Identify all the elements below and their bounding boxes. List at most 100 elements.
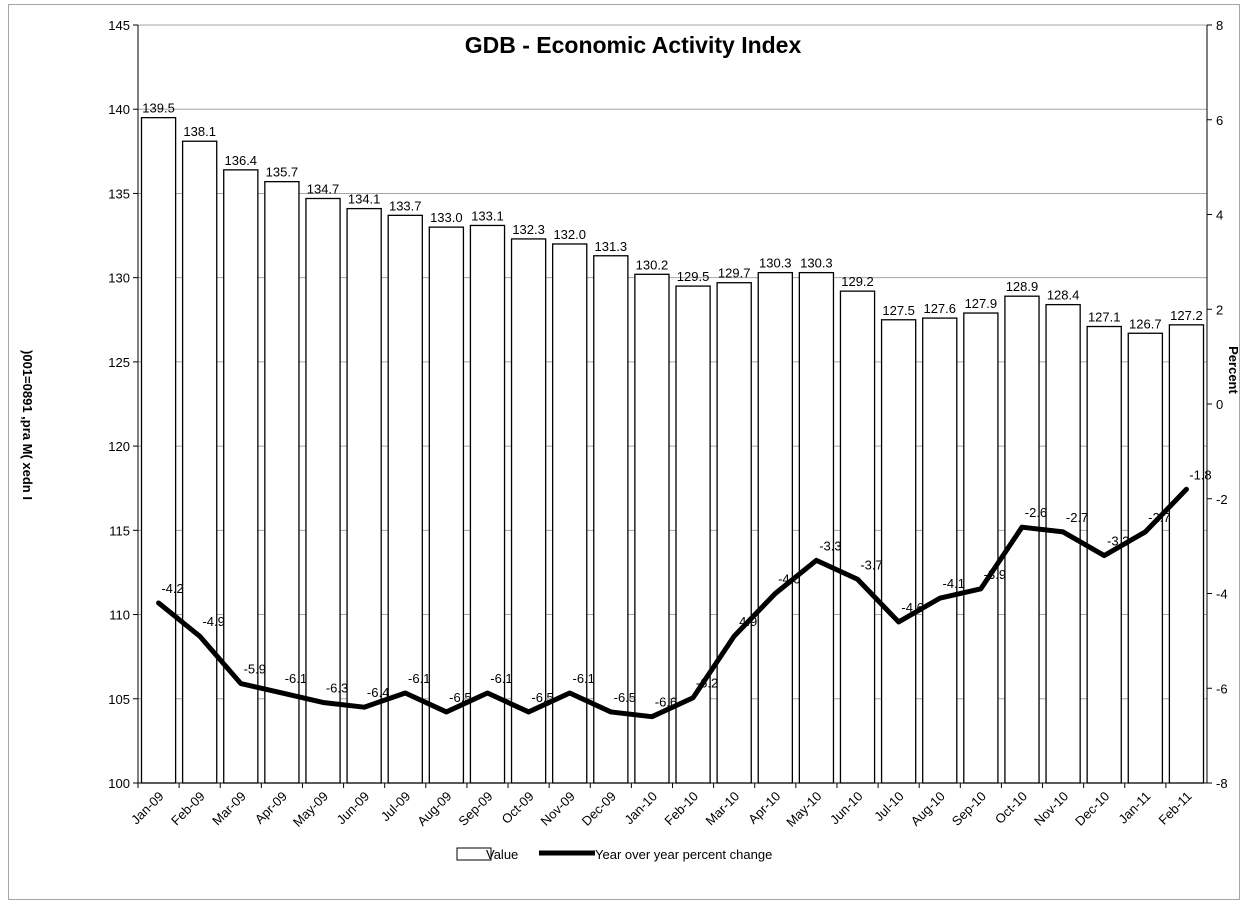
y-tick-label: 120 xyxy=(108,439,130,454)
bar xyxy=(1045,303,1081,784)
y2-tick-label: -8 xyxy=(1216,776,1228,791)
bar xyxy=(510,238,547,784)
line-point xyxy=(650,715,654,719)
bar xyxy=(181,140,218,784)
bar xyxy=(880,319,917,784)
line-point xyxy=(732,634,736,638)
bar-value-label: 133.0 xyxy=(430,210,463,225)
line-value-label: 4.9 xyxy=(739,614,757,629)
bar-value-label: 128.4 xyxy=(1047,288,1080,303)
x-tick-label: Feb-11 xyxy=(1156,789,1195,828)
yoy-change-line xyxy=(156,486,1189,720)
data-labels: 139.5 138.1 136.4 135.7 134.7 134.1 133.7 133.0… xyxy=(142,101,1211,710)
x-tick-label: Jul-10 xyxy=(871,789,907,825)
line-value-label: -3.7 xyxy=(860,557,882,572)
x-tick-label: Dec-10 xyxy=(1072,789,1112,829)
chart-svg: 100 105 110 115 120 125 130 135 140 145 -8 -6 -4 -2 0 2… xyxy=(20,18,1241,862)
x-tick-label: Jun-10 xyxy=(827,789,866,828)
bar-value-label: 138.1 xyxy=(183,124,216,139)
y2-tick-label: -4 xyxy=(1216,587,1228,602)
bar xyxy=(1004,295,1040,784)
bar-value-label: 127.5 xyxy=(882,303,915,318)
bar-value-label: 134.1 xyxy=(348,192,381,207)
line-value-label: -6.6 xyxy=(655,695,677,710)
x-tick-label: Feb-09 xyxy=(168,789,208,829)
bar-value-label: 131.3 xyxy=(595,239,628,254)
bar-value-label: 133.7 xyxy=(389,198,422,213)
bar xyxy=(346,207,382,784)
y2-axis-title: Percent xyxy=(1226,346,1241,394)
line-point xyxy=(897,620,901,624)
y2-tick-label: 4 xyxy=(1216,208,1223,223)
bar-value-label: 129.7 xyxy=(718,266,751,281)
x-tick-label: Sep-09 xyxy=(455,789,495,829)
line-point xyxy=(691,696,695,700)
y-axis-title: )001=0891 ,pra M( xedn I xyxy=(20,350,35,500)
line-series xyxy=(156,486,1189,720)
line-value-label: -4.0 xyxy=(778,572,800,587)
line-value-label: -2.6 xyxy=(1025,505,1047,520)
bar xyxy=(264,181,300,784)
bar-value-label: 130.2 xyxy=(636,257,669,272)
line-value-label: -6.1 xyxy=(285,671,307,686)
line-point xyxy=(321,700,325,704)
chart-frame: 100 105 110 115 120 125 130 135 140 145 -8 -6 -4 -2 0 2… xyxy=(8,4,1241,900)
x-tick-label: May-09 xyxy=(290,789,331,830)
x-tick-label: Oct-10 xyxy=(992,789,1030,827)
bar xyxy=(593,255,629,784)
bar xyxy=(839,290,876,784)
line-value-label: -6.1 xyxy=(490,671,512,686)
y-tick-label: 115 xyxy=(109,523,130,538)
line-point xyxy=(157,601,161,605)
y2-tick-label: 8 xyxy=(1216,18,1223,33)
x-tick-label: Jun-09 xyxy=(334,789,373,828)
line-point xyxy=(773,592,777,595)
bar xyxy=(716,282,752,784)
x-tick-label: Mar-09 xyxy=(209,789,249,829)
y2-tick-label: -2 xyxy=(1216,492,1228,507)
line-value-label: -6.5 xyxy=(449,690,471,705)
line-point xyxy=(527,710,531,714)
bar xyxy=(798,271,835,784)
line-value-label: -3.2 xyxy=(1107,534,1129,549)
bar-value-label: 127.2 xyxy=(1170,308,1203,323)
bar xyxy=(922,317,958,784)
y-tick-label: 145 xyxy=(108,18,130,33)
legend-label-line: Year over year percent change xyxy=(595,847,772,862)
bar-value-label: 128.9 xyxy=(1006,279,1039,294)
bar xyxy=(387,214,423,784)
line-value-label: -2.7 xyxy=(1066,510,1088,525)
bar xyxy=(469,224,506,784)
x-tick-label: Mar-10 xyxy=(703,789,743,829)
line-point xyxy=(1020,525,1024,529)
line-value-label: -6.1 xyxy=(573,671,595,686)
line-point xyxy=(198,634,202,638)
bar-value-label: 134.7 xyxy=(307,181,340,196)
line-point xyxy=(362,705,366,709)
x-tick-label: Nov-09 xyxy=(538,789,578,829)
bar xyxy=(675,285,711,784)
y-tick-label: 135 xyxy=(108,186,130,201)
y2-tick-label: -6 xyxy=(1216,681,1228,696)
bar xyxy=(634,273,670,784)
line-point xyxy=(485,691,489,695)
x-tick-label: Oct-09 xyxy=(499,789,537,827)
y2-tick-label: 0 xyxy=(1216,397,1223,412)
bar xyxy=(140,116,177,784)
line-point xyxy=(444,710,448,714)
bar-value-label: 133.1 xyxy=(471,208,504,223)
line-value-label: -4.9 xyxy=(202,614,224,629)
x-tick-label: Nov-10 xyxy=(1031,789,1071,829)
x-tick-label: Dec-09 xyxy=(579,789,619,829)
line-value-label: -1.8 xyxy=(1189,467,1211,482)
line-point xyxy=(568,691,572,695)
line-point xyxy=(239,682,243,686)
bar-value-label: 132.0 xyxy=(553,227,586,242)
y-tick-label: 125 xyxy=(108,355,130,370)
bar-value-label: 129.2 xyxy=(841,274,874,289)
bar xyxy=(1086,325,1122,784)
bar xyxy=(963,312,999,784)
bar-value-label: 129.5 xyxy=(677,269,710,284)
bar-value-label: 126.7 xyxy=(1129,316,1162,331)
line-value-label: -3.3 xyxy=(819,538,841,553)
